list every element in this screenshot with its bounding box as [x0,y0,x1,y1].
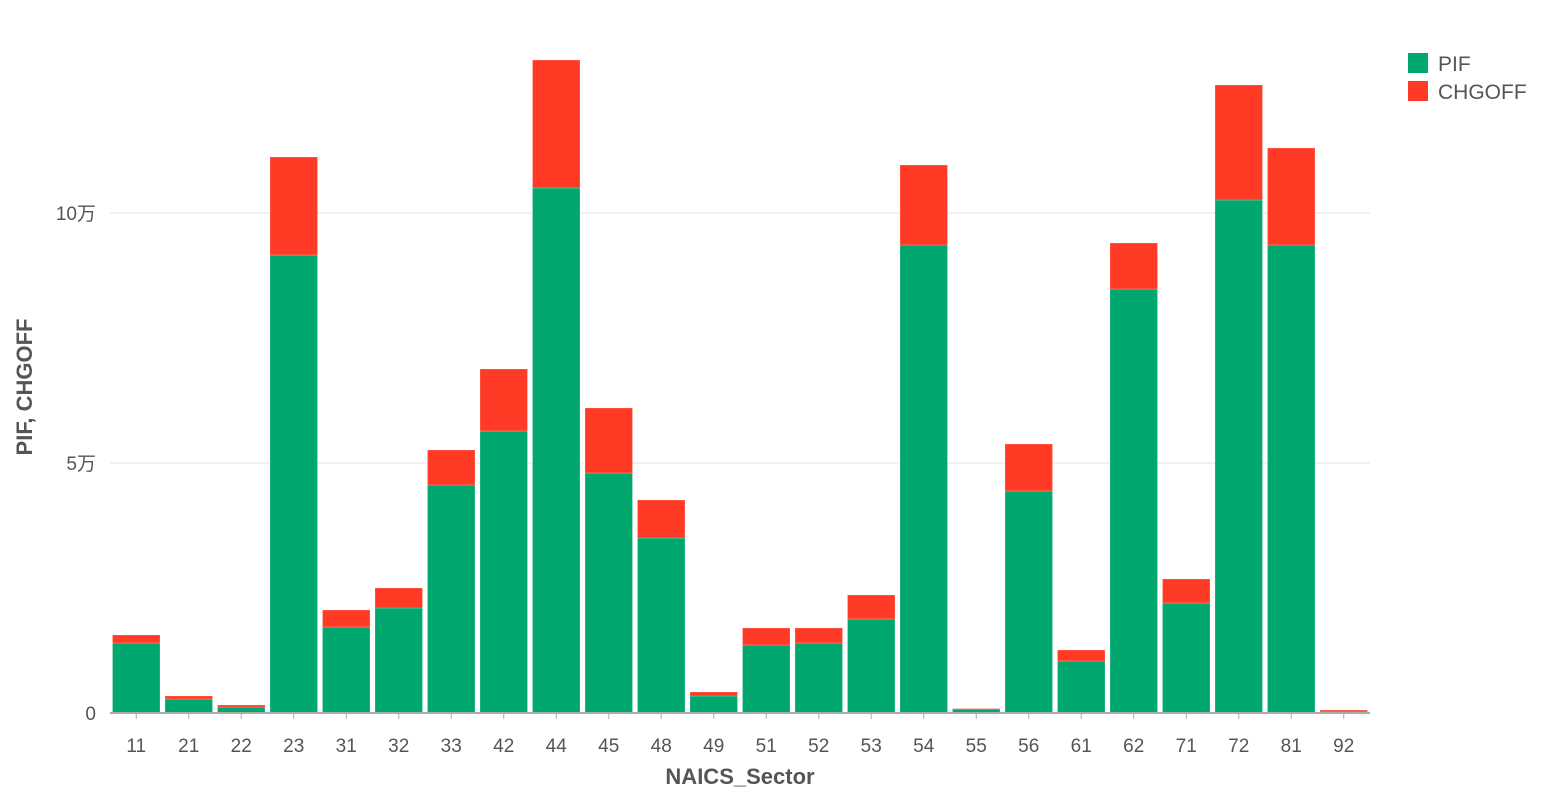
legend: PIF CHGOFF [1408,53,1527,104]
x-tick-labels: 11 21 22 23 31 32 33 42 44 45 48 49 51 52 53 54 55 56 61 62… [126,713,1354,757]
bar-chgoff-11[interactable] [112,634,161,644]
y-tick-label: 5万 [66,454,96,475]
bar-chgoff-52[interactable] [794,627,843,644]
x-tick-label: 71 [1176,736,1197,757]
y-axis-label: PIF, CHGOFF [12,319,37,456]
bar-pif-49[interactable] [689,695,738,714]
y-tick-label: 10万 [56,204,96,225]
bar-chgoff-71[interactable] [1162,578,1211,604]
bar-pif-61[interactable] [1057,660,1106,714]
legend-label: CHGOFF [1438,81,1527,104]
bar-pif-44[interactable] [532,187,581,714]
bar-chgoff-44[interactable] [532,59,581,189]
x-tick-label: 42 [493,736,514,757]
bar-chgoff-31[interactable] [322,609,371,628]
x-tick-label: 48 [651,736,672,757]
bar-chgoff-22[interactable] [217,704,266,708]
bar-pif-31[interactable] [322,626,371,714]
bar-pif-42[interactable] [479,430,528,714]
bar-pif-72[interactable] [1214,199,1263,714]
x-axis-label: NAICS_Sector [665,764,815,789]
bar-chgoff-21[interactable] [164,695,213,700]
x-tick-label: 56 [1018,736,1039,757]
bar-pif-52[interactable] [794,642,843,714]
x-tick-label: 31 [336,736,357,757]
x-tick-label: 22 [231,736,252,757]
gridlines [110,212,1370,464]
y-tick-label: 0 [85,704,96,725]
bar-chgoff-62[interactable] [1109,242,1158,290]
x-tick-label: 45 [598,736,619,757]
x-tick-label: 11 [126,736,146,757]
bar-pif-23[interactable] [269,254,318,714]
y-tick-labels: 0 5万 10万 [56,204,96,725]
bar-pif-48[interactable] [637,537,686,714]
bar-pif-51[interactable] [742,644,791,714]
x-tick-label: 53 [861,736,882,757]
legend-swatch [1408,81,1428,101]
x-tick-label: 21 [178,736,199,757]
x-tick-label: 54 [913,736,935,757]
x-tick-label: 62 [1123,736,1144,757]
bars [112,59,1368,714]
bar-pif-45[interactable] [584,472,633,714]
x-tick-label: 92 [1333,736,1354,757]
bar-chgoff-23[interactable] [269,156,318,256]
bar-chgoff-51[interactable] [742,627,791,646]
bar-chgoff-49[interactable] [689,691,738,697]
bar-chgoff-92[interactable] [1319,709,1368,712]
x-tick-label: 55 [966,736,987,757]
legend-swatch [1408,53,1428,73]
x-tick-label: 81 [1281,736,1302,757]
bar-chgoff-81[interactable] [1267,147,1316,246]
bar-pif-32[interactable] [374,607,423,714]
bar-pif-33[interactable] [427,484,476,714]
bar-chgoff-54[interactable] [899,164,948,246]
bar-chgoff-48[interactable] [637,499,686,539]
x-tick-label: 52 [808,736,829,757]
bar-chgoff-56[interactable] [1004,443,1053,492]
bar-pif-56[interactable] [1004,490,1053,714]
x-tick-label: 44 [546,736,568,757]
x-tick-label: 32 [388,736,409,757]
bar-pif-81[interactable] [1267,244,1316,714]
legend-item-pif[interactable]: PIF [1408,53,1471,76]
bar-chgoff-72[interactable] [1214,84,1263,201]
bar-pif-62[interactable] [1109,288,1158,714]
bar-chgoff-61[interactable] [1057,649,1106,662]
x-tick-label: 33 [441,736,462,757]
bar-chgoff-55[interactable] [952,708,1001,710]
bar-chgoff-32[interactable] [374,587,423,609]
bar-pif-21[interactable] [164,698,213,714]
bar-pif-53[interactable] [847,618,896,714]
x-tick-label: 49 [703,736,724,757]
bar-chgoff-53[interactable] [847,594,896,620]
legend-label: PIF [1438,53,1471,76]
bar-chgoff-33[interactable] [427,449,476,486]
bar-pif-11[interactable] [112,642,161,714]
x-tick-label: 51 [756,736,777,757]
legend-item-chgoff[interactable]: CHGOFF [1408,81,1527,104]
x-tick-label: 61 [1071,736,1092,757]
bar-chgoff-42[interactable] [479,368,528,432]
bar-pif-54[interactable] [899,244,948,714]
x-tick-label: 72 [1228,736,1249,757]
bar-chgoff-45[interactable] [584,407,633,474]
x-tick-label: 23 [283,736,304,757]
bar-pif-71[interactable] [1162,602,1211,714]
